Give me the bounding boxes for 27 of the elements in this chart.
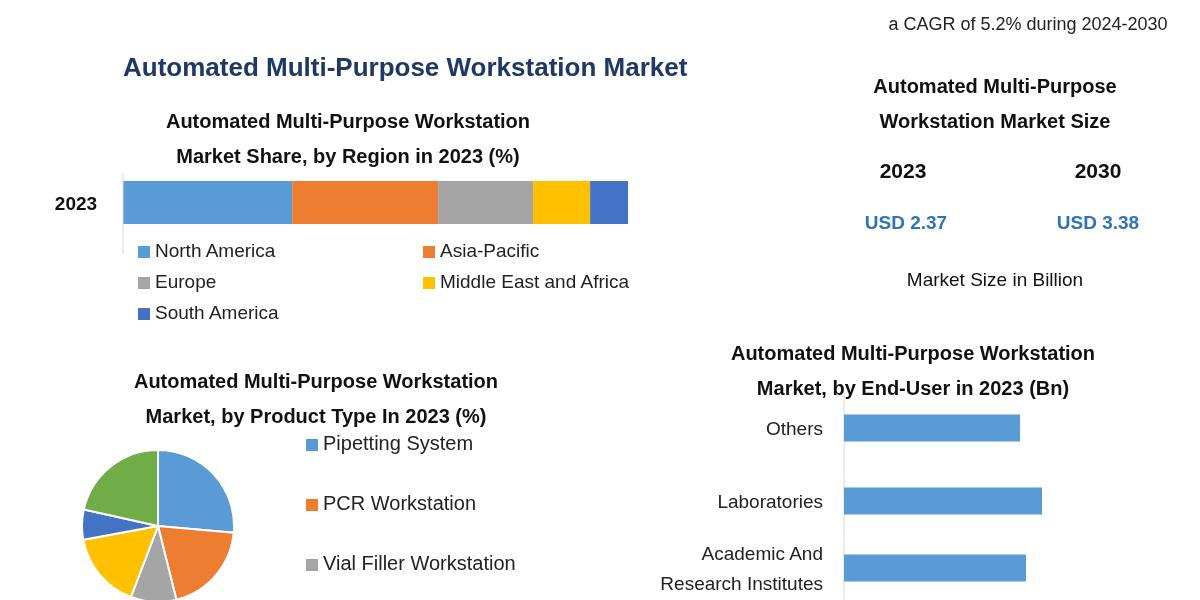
y-tick-label: Academic And Research Institutes (660, 543, 823, 594)
chart-title: Automated Multi-Purpose Workstation Market, by Product Type In 2023 (%) (133, 370, 499, 427)
text: Automated Multi-Purpose Workstation Market (123, 52, 688, 82)
chart-title: Automated Multi-Purpose Workstation Market Share, by Region in 2023 (%) (165, 110, 531, 167)
legend-label: North America (155, 240, 276, 261)
text: Automated Multi-Purpose Workstation Market Size (873, 75, 1117, 132)
text: 2030 (1074, 159, 1122, 182)
y-tick-label: Others (765, 418, 823, 439)
bar (123, 181, 293, 224)
legend-label: South America (155, 302, 279, 323)
legend-label: Europe (155, 271, 217, 292)
text: USD 2.37 (864, 212, 948, 233)
bar (438, 181, 534, 224)
chart-title: Automated Multi-Purpose Workstation Market, by End-User in 2023 (Bn) (730, 342, 1096, 399)
bar (292, 181, 439, 224)
legend-label: PCR Workstation (323, 492, 477, 514)
text: USD 3.38 (1056, 212, 1140, 233)
legend-label: Asia-Pacific (440, 240, 540, 261)
text: a CAGR of 5.2% during 2024-2030 (888, 14, 1168, 34)
bar (590, 181, 628, 224)
bar (533, 181, 591, 224)
legend-label: Middle East and Africa (440, 271, 630, 292)
text: 2023 (879, 159, 927, 182)
legend-label: Pipetting System (323, 432, 474, 454)
legend-label: Vial Filler Workstation (323, 552, 516, 574)
y-tick-label: Laboratories (717, 491, 823, 512)
text: Market Size in Billion (906, 269, 1084, 290)
